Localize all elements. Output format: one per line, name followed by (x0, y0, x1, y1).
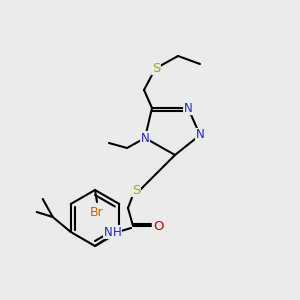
Text: H: H (112, 226, 122, 238)
Text: S: S (152, 61, 160, 74)
Text: S: S (132, 184, 140, 196)
Text: N: N (103, 226, 112, 238)
Text: Br: Br (90, 206, 104, 218)
Text: N: N (184, 101, 192, 115)
Text: N: N (196, 128, 204, 142)
Text: N: N (141, 131, 149, 145)
Text: O: O (153, 220, 163, 232)
